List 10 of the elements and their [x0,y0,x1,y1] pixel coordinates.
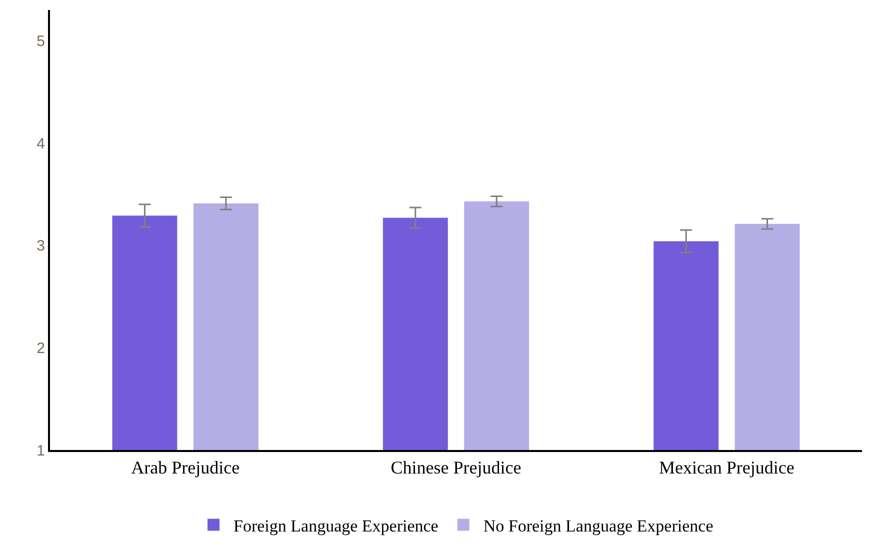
legend-label: Foreign Language Experience [234,516,438,536]
legend-label: No Foreign Language Experience [483,516,714,536]
y-tick-label: 2 [36,340,45,357]
y-tick-label: 3 [36,238,45,255]
x-tick-label: Chinese Prejudice [390,458,522,478]
y-tick-label: 5 [36,32,45,50]
y-tick-label: 1 [36,442,45,460]
y-tick-label: 4 [36,135,45,152]
x-tick-label: Arab Prejudice [131,458,240,478]
x-tick-label: Mexican Prejudice [658,458,794,478]
